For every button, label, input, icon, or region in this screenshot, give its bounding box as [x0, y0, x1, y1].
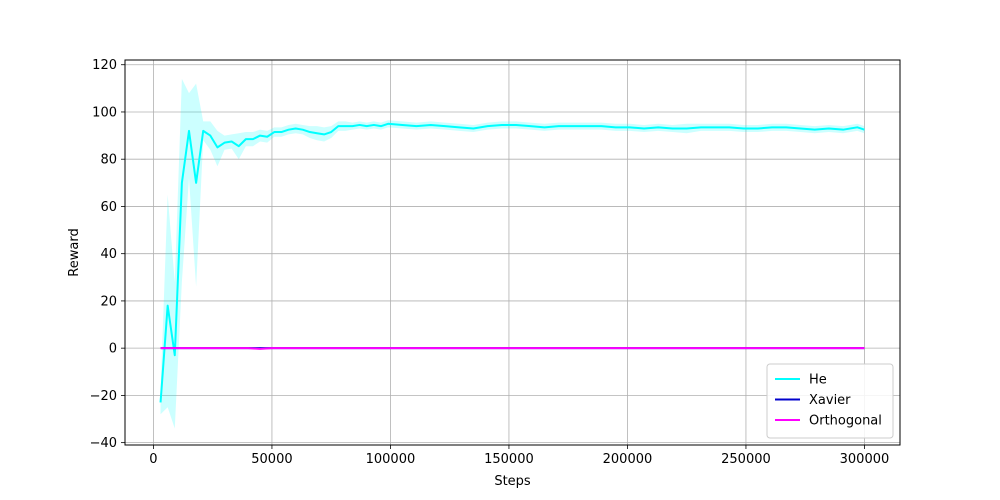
series-lines	[159, 122, 865, 403]
x-tick-label: 0	[149, 452, 157, 467]
y-axis-ticks: −40 −20 0 20 40 60 80 100 120	[90, 58, 125, 451]
legend-label-orthogonal: Orthogonal	[809, 414, 882, 429]
y-axis-label: Reward	[67, 228, 82, 276]
y-tick-label: 0	[109, 342, 117, 357]
series-line-orthogonal	[160, 347, 865, 350]
x-tick-label: 50000	[251, 452, 292, 467]
series-line-he	[159, 122, 865, 403]
y-tick-label: 100	[92, 105, 117, 120]
y-tick-label: 60	[100, 200, 117, 215]
y-tick-label: 20	[100, 294, 117, 309]
x-tick-label: 300000	[840, 452, 890, 467]
plot-frame	[124, 59, 901, 446]
legend: He Xavier Orthogonal	[766, 363, 894, 439]
x-tick-label: 250000	[721, 452, 771, 467]
legend-label-xavier: Xavier	[809, 393, 851, 408]
y-tick-label: 80	[100, 153, 117, 168]
x-axis-label: Steps	[494, 474, 531, 489]
x-tick-label: 150000	[484, 452, 534, 467]
x-axis-ticks: 0 50000 100000 150000 200000 250000 300000	[149, 445, 889, 467]
y-tick-label: 120	[92, 58, 117, 73]
x-tick-label: 200000	[603, 452, 653, 467]
x-tick-label: 100000	[366, 452, 416, 467]
legend-label-he: He	[809, 373, 827, 388]
y-tick-label: 40	[100, 247, 117, 262]
y-tick-label: −40	[90, 436, 117, 451]
y-tick-label: −20	[90, 389, 117, 404]
